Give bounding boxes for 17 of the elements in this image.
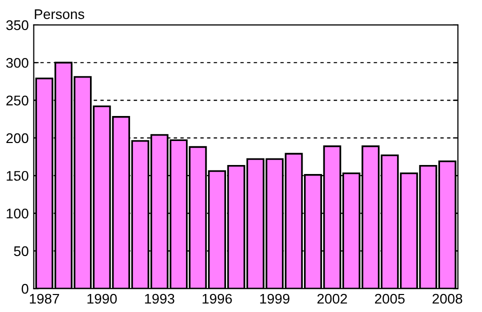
y-tick-label: 50 [14, 246, 28, 256]
x-tick-label: 2002 [317, 294, 347, 304]
y-tick-label: 100 [6, 208, 28, 218]
y-tick-label: 0 [22, 284, 28, 294]
x-tick-label: 1990 [87, 294, 117, 304]
x-tick-label: 2008 [432, 294, 462, 304]
y-tick-label: 250 [6, 96, 28, 106]
x-tick-label: 2005 [375, 294, 405, 304]
x-tick-label: 1987 [30, 294, 60, 304]
y-tick-label: 200 [6, 133, 28, 144]
y-tick-label: 350 [6, 20, 28, 30]
y-tick-label: 150 [6, 170, 28, 181]
x-tick-label: 1999 [260, 294, 290, 304]
y-axis-title: Persons [34, 9, 84, 20]
y-tick-label: 300 [6, 58, 28, 68]
x-tick-label: 1993 [145, 294, 174, 304]
x-tick-label: 1996 [202, 294, 232, 304]
